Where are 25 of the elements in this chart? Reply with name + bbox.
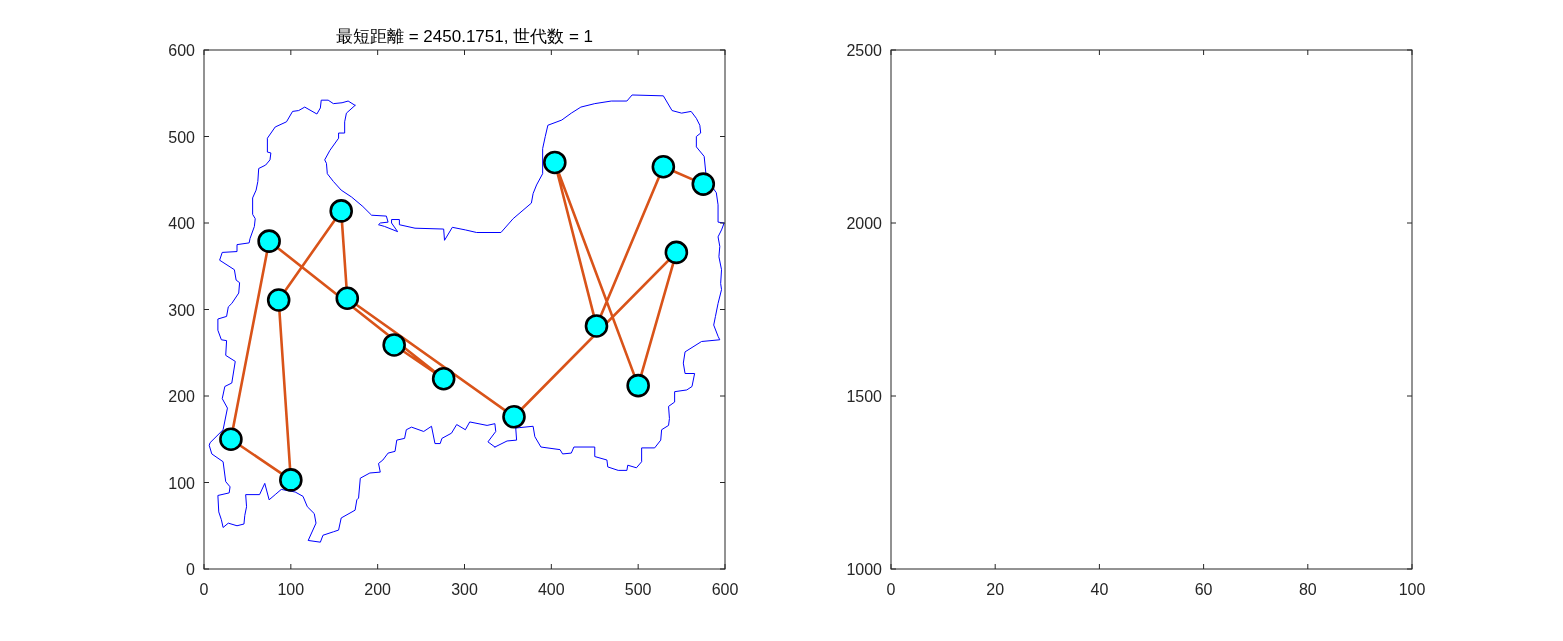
x-tick-label: 600: [711, 581, 739, 598]
x-tick-label: 500: [624, 581, 652, 598]
y-tick-label: 600: [168, 42, 195, 59]
x-tick-label: 60: [1194, 581, 1213, 598]
title: 最短距離 = 2450.1751, 世代数 = 1: [336, 27, 593, 46]
y-tick-label: 2500: [846, 42, 882, 59]
y-tick-label: 400: [168, 215, 195, 232]
y-tick-label: 2000: [846, 215, 882, 232]
y-tick-label: 500: [168, 128, 195, 146]
y-tick-label: 200: [168, 388, 195, 405]
x-tick-label: 400: [538, 581, 565, 598]
x-tick-label: 100: [1398, 581, 1426, 598]
x-tick-label: 200: [364, 581, 391, 598]
x-tick-label: 0: [199, 581, 209, 598]
x-tick-label: 80: [1298, 581, 1317, 598]
y-tick-label: 100: [168, 474, 195, 492]
y-tick-label: 1500: [846, 388, 882, 405]
y-tick-label: 1000: [846, 561, 882, 578]
x-tick-label: 20: [986, 581, 1005, 598]
x-tick-label: 100: [277, 581, 305, 598]
x-tick-label: 40: [1090, 581, 1109, 598]
y-tick-label: 0: [186, 561, 195, 578]
x-tick-label: 300: [451, 581, 478, 598]
y-tick-label: 300: [168, 301, 195, 319]
x-tick-label: 0: [886, 581, 896, 598]
